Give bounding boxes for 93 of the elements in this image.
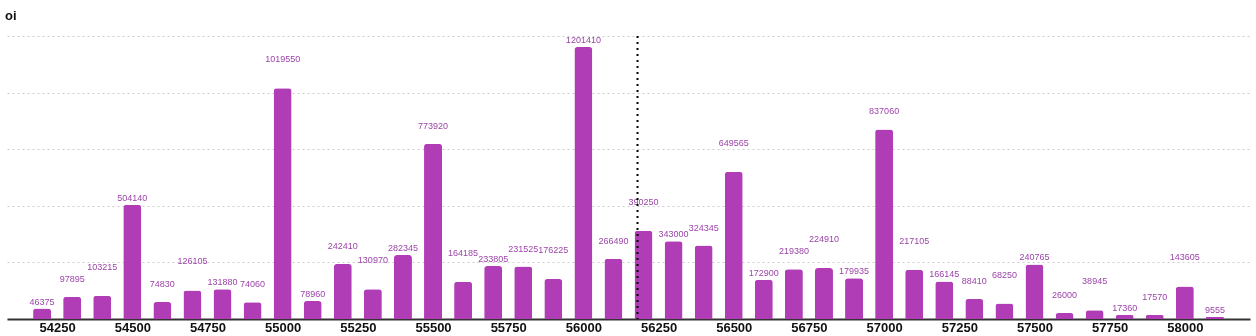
- bar: [724, 171, 743, 319]
- bar: [544, 279, 563, 319]
- data-label: 242410: [327, 241, 358, 252]
- data-label: 26000: [1052, 290, 1078, 301]
- bar: [784, 269, 803, 319]
- data-label: 773920: [418, 120, 449, 131]
- data-label: 131880: [207, 277, 238, 288]
- bar: [694, 245, 713, 319]
- x-tick-label: 57500: [1016, 319, 1054, 335]
- bar: [634, 230, 653, 319]
- bar: [424, 143, 443, 319]
- bar: [905, 269, 924, 319]
- data-label: 97895: [59, 273, 85, 284]
- bar: [183, 290, 202, 319]
- bar: [1025, 264, 1044, 319]
- data-label: 38945: [1082, 276, 1108, 287]
- x-tick-label: 54250: [39, 319, 76, 335]
- data-label: 164185: [448, 247, 479, 258]
- data-label: 68250: [991, 269, 1017, 280]
- bar: [935, 281, 954, 319]
- bar: [273, 88, 292, 319]
- bar: [303, 301, 322, 319]
- data-label: 74830: [149, 279, 175, 290]
- x-tick-label: 58000: [1167, 319, 1204, 335]
- data-label: 172900: [748, 267, 779, 278]
- bar: [393, 255, 412, 319]
- x-tick-label: 56000: [565, 319, 602, 335]
- x-tick-label: 56250: [641, 319, 678, 335]
- data-label: 504140: [117, 192, 148, 203]
- data-label: 17570: [1142, 292, 1168, 303]
- bar: [333, 264, 352, 319]
- data-label: 837060: [869, 106, 900, 117]
- bar: [664, 241, 683, 319]
- bar: [213, 289, 232, 319]
- bar: [574, 47, 593, 319]
- bar: [363, 289, 382, 319]
- bar: [1055, 313, 1074, 319]
- data-label: 1201410: [565, 35, 601, 45]
- bar: [514, 266, 533, 319]
- bar: [454, 281, 473, 319]
- x-tick-label: 56750: [791, 319, 828, 335]
- bar: [754, 279, 773, 319]
- data-label: 343000: [658, 229, 689, 240]
- data-label: 390250: [628, 196, 659, 207]
- data-label: 649565: [718, 137, 749, 148]
- bar: [875, 129, 894, 319]
- bar: [845, 278, 864, 319]
- data-label: 46375: [29, 296, 55, 307]
- x-tick-label: 55750: [490, 319, 527, 335]
- data-label: 231525: [508, 243, 539, 254]
- data-label: 233805: [478, 254, 509, 265]
- x-tick-label: 55500: [415, 319, 452, 335]
- bar: [1175, 286, 1194, 319]
- bar: [1145, 315, 1164, 319]
- data-label: 282345: [387, 243, 418, 254]
- data-label: 103215: [87, 261, 118, 272]
- data-label: 17360: [1112, 303, 1138, 314]
- x-tick-label: 57750: [1092, 319, 1129, 335]
- data-label: 143605: [1169, 252, 1200, 263]
- data-label: 88410: [961, 275, 987, 286]
- bar: [153, 302, 172, 319]
- x-tick-label: 57000: [866, 319, 903, 335]
- data-label: 176225: [538, 245, 569, 256]
- data-label: 1019550: [265, 54, 301, 65]
- data-label: 217105: [899, 235, 930, 246]
- bar: [123, 204, 142, 319]
- x-tick-label: 55250: [340, 319, 377, 335]
- data-label: 9555: [1204, 304, 1225, 315]
- data-label: 166145: [929, 269, 960, 280]
- data-label: 130970: [357, 255, 388, 266]
- bar: [604, 258, 623, 319]
- data-label: 78960: [300, 289, 326, 300]
- bar: [484, 266, 503, 319]
- data-label: 126105: [177, 256, 208, 267]
- bar: [63, 296, 82, 319]
- data-label: 224910: [808, 234, 839, 245]
- x-tick-label: 55000: [265, 319, 302, 335]
- data-label: 266490: [598, 235, 629, 246]
- bar: [93, 295, 112, 319]
- x-tick-label: 54500: [114, 319, 151, 335]
- y-axis-title: oi: [5, 8, 17, 23]
- x-tick-label: 56500: [716, 319, 753, 335]
- data-label: 324345: [688, 222, 719, 233]
- data-label: 179935: [839, 266, 870, 277]
- data-label: 240765: [1019, 252, 1050, 263]
- bar: [965, 298, 984, 319]
- bar: [814, 268, 833, 319]
- x-tick-label: 57250: [941, 319, 978, 335]
- data-label: 219380: [778, 246, 809, 257]
- x-tick-label: 54750: [189, 319, 227, 335]
- bar: [995, 303, 1014, 319]
- data-label: 74060: [240, 279, 266, 290]
- bar: [1115, 315, 1134, 319]
